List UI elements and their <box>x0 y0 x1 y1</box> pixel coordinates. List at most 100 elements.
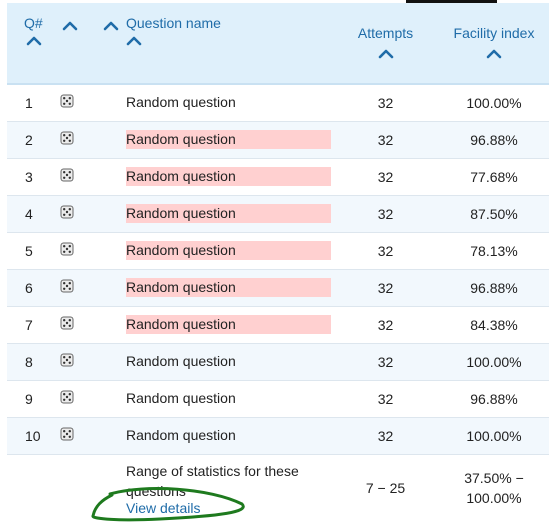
attempts-value: 32 <box>377 168 394 185</box>
facility-index-value: 96.88% <box>470 390 518 407</box>
actions-cell <box>80 232 119 269</box>
question-name[interactable]: Random question <box>126 94 236 111</box>
summary-empty-cell <box>80 454 119 521</box>
top-edge-bar <box>406 0 497 3</box>
chevron-up-icon[interactable] <box>126 34 142 46</box>
question-statistics-table: Q# Question name Attempts Facility index <box>7 3 549 521</box>
actions-cell <box>80 343 119 380</box>
chevron-up-icon[interactable] <box>378 47 394 59</box>
question-name-cell: Random question <box>119 380 332 417</box>
attempts-value: 32 <box>377 427 394 444</box>
question-name-header-label[interactable]: Question name <box>126 15 221 31</box>
attempts-value: 32 <box>377 131 394 148</box>
facility-index-value: 100.00% <box>466 353 522 370</box>
actions-cell <box>80 84 119 121</box>
table-row: 9 Random question 32 96.88% <box>7 380 549 417</box>
dice-icon <box>60 94 74 108</box>
attempts-header-label[interactable]: Attempts <box>357 25 414 41</box>
dice-icon <box>60 353 74 367</box>
dice-icon <box>60 279 74 293</box>
attempts-value: 32 <box>377 242 394 259</box>
table-row: 4 Random question 32 87.50% <box>7 195 549 232</box>
question-name[interactable]: Random question <box>126 241 331 260</box>
column-header-question-name[interactable]: Question name <box>119 3 332 85</box>
question-name-cell: Random question <box>119 417 332 454</box>
summary-attempts-range: 7 − 25 <box>365 479 406 496</box>
table-row: 7 Random question 32 84.38% <box>7 306 549 343</box>
actions-cell <box>80 380 119 417</box>
question-name-cell: Random question <box>119 306 332 343</box>
question-type-cell <box>40 380 80 417</box>
actions-cell <box>80 417 119 454</box>
facility-index-value: 100.00% <box>466 94 522 111</box>
chevron-up-icon[interactable] <box>26 34 42 46</box>
question-name-cell: Random question <box>119 158 332 195</box>
question-name-cell: Random question <box>119 84 332 121</box>
chevron-up-icon[interactable] <box>486 47 502 59</box>
table-header-row: Q# Question name Attempts Facility index <box>7 3 549 85</box>
chevron-up-icon[interactable] <box>62 19 78 31</box>
facility-index-value: 78.13% <box>470 242 518 259</box>
column-header-attempts[interactable]: Attempts <box>332 3 439 85</box>
dice-icon <box>60 242 74 256</box>
actions-cell <box>80 158 119 195</box>
column-header-type[interactable] <box>40 3 80 85</box>
facility-index-value: 96.88% <box>470 279 518 296</box>
column-header-qnum[interactable]: Q# <box>7 3 43 85</box>
chevron-up-icon[interactable] <box>103 19 119 31</box>
question-name[interactable]: Random question <box>126 315 331 334</box>
table-row: 1 Random question 32 100.00% <box>7 84 549 121</box>
view-details-link[interactable]: View details <box>126 499 201 516</box>
question-number: 4 <box>25 205 33 222</box>
attempts-value: 32 <box>377 316 394 333</box>
question-type-cell <box>40 306 80 343</box>
facility-index-value: 84.38% <box>470 316 518 333</box>
facility-index-value: 87.50% <box>470 205 518 222</box>
summary-facility-range: 37.50% − 100.00% <box>439 454 549 521</box>
question-name[interactable]: Random question <box>126 427 236 443</box>
column-header-actions[interactable] <box>80 3 119 85</box>
question-number: 10 <box>25 427 41 444</box>
question-name[interactable]: Random question <box>126 278 331 297</box>
facility-index-header-label[interactable]: Facility index <box>453 25 535 41</box>
qnum-header-label[interactable]: Q# <box>24 15 43 31</box>
attempts-value: 32 <box>377 279 394 296</box>
question-name-cell: Random question <box>119 232 332 269</box>
table-row: 8 Random question 32 100.00% <box>7 343 549 380</box>
question-name-cell: Random question <box>119 269 332 306</box>
column-header-facility-index[interactable]: Facility index <box>439 3 549 85</box>
question-number: 5 <box>25 242 33 259</box>
table-row: 5 Random question 32 78.13% <box>7 232 549 269</box>
question-type-cell <box>40 84 80 121</box>
question-number: 8 <box>25 353 33 370</box>
question-name[interactable]: Random question <box>126 167 331 186</box>
question-type-cell <box>40 417 80 454</box>
summary-empty-cell <box>7 454 40 521</box>
facility-index-value: 100.00% <box>466 427 522 444</box>
summary-name-cell: Range of statistics for these questions … <box>119 454 332 521</box>
question-type-cell <box>40 195 80 232</box>
dice-icon <box>60 427 74 441</box>
actions-cell <box>80 306 119 343</box>
question-name[interactable]: Random question <box>126 130 331 149</box>
summary-row: Range of statistics for these questions … <box>7 454 549 521</box>
question-number: 7 <box>25 316 33 333</box>
dice-icon <box>60 390 74 404</box>
actions-cell <box>80 269 119 306</box>
attempts-value: 32 <box>377 94 394 111</box>
question-name[interactable]: Random question <box>126 390 236 406</box>
question-type-cell <box>40 343 80 380</box>
question-name[interactable]: Random question <box>126 353 236 369</box>
question-number: 9 <box>25 390 33 407</box>
facility-index-value: 77.68% <box>470 168 518 185</box>
summary-facility-line1: 37.50% − <box>464 469 524 486</box>
question-number: 1 <box>25 94 33 111</box>
question-name[interactable]: Random question <box>126 204 331 223</box>
facility-index-value: 96.88% <box>470 131 518 148</box>
question-name-cell: Random question <box>119 195 332 232</box>
actions-cell <box>80 121 119 158</box>
question-type-cell <box>40 121 80 158</box>
summary-facility-line2: 100.00% <box>466 489 522 506</box>
question-type-cell <box>40 158 80 195</box>
dice-icon <box>60 131 74 145</box>
